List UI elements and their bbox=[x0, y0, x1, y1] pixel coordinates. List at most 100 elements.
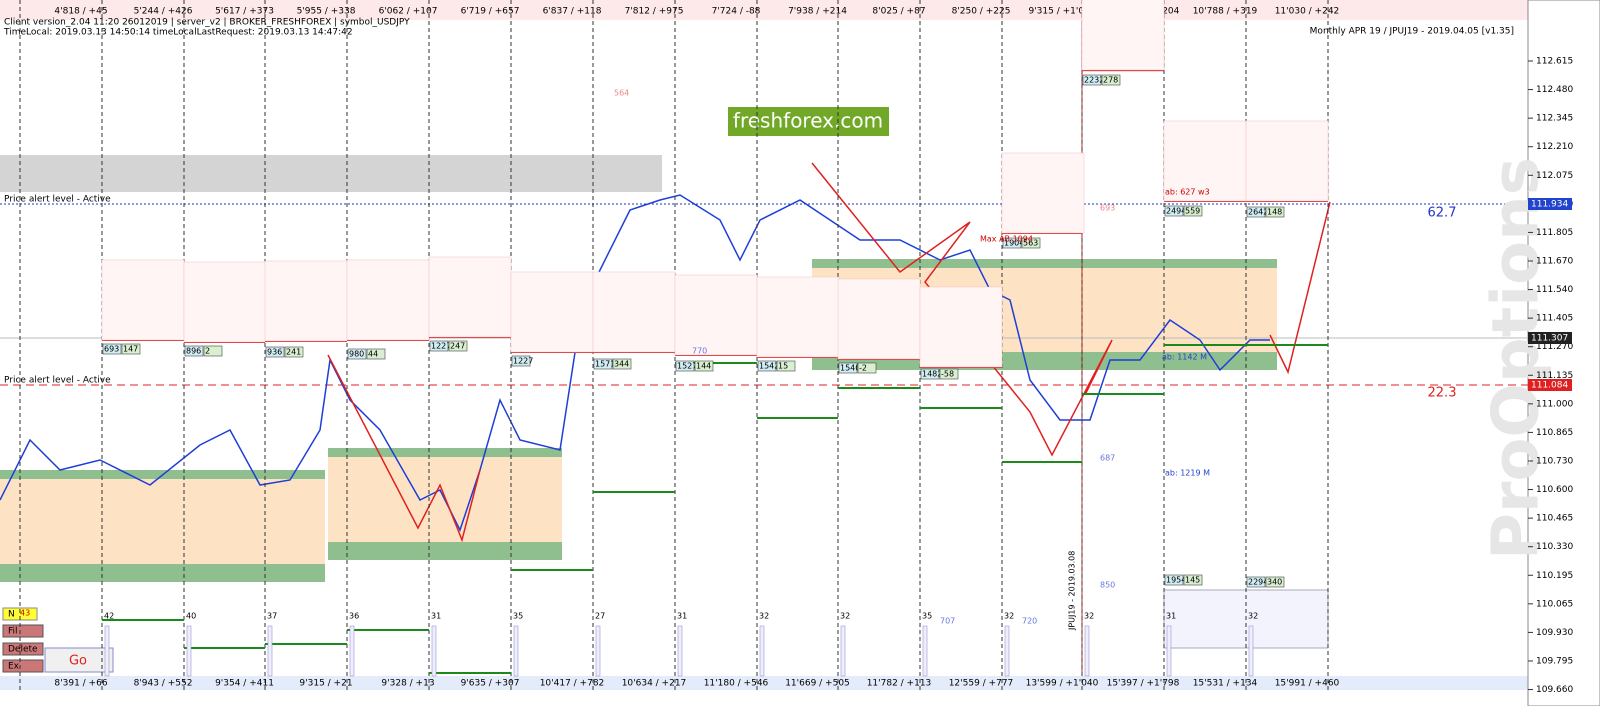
bottom-label: 15'991 / +460 bbox=[1275, 679, 1340, 689]
tag-box bbox=[121, 343, 141, 355]
volume-label: 32 bbox=[1248, 612, 1258, 621]
top-label: 7'938 / +214 bbox=[788, 7, 847, 17]
level-zone bbox=[428, 256, 512, 338]
tag-label: 340 bbox=[1267, 578, 1282, 587]
top-label: 5'955 / +338 bbox=[297, 7, 356, 17]
tag-label: 344 bbox=[614, 360, 629, 369]
tag-box bbox=[1164, 574, 1184, 586]
button[interactable] bbox=[2, 659, 44, 673]
volume-bar bbox=[1084, 625, 1090, 677]
axis-label: 110.330 bbox=[1536, 542, 1573, 552]
button-label[interactable]: Go bbox=[69, 654, 87, 669]
tag-box bbox=[1246, 576, 1266, 588]
volume-bar bbox=[431, 625, 437, 677]
level-zone bbox=[1081, 0, 1165, 71]
bottom-label: 9'354 / +411 bbox=[215, 679, 274, 689]
annotation: 850 bbox=[1100, 581, 1115, 590]
price-tag bbox=[1528, 379, 1572, 391]
level-zone bbox=[837, 278, 921, 360]
axis-label: 110.730 bbox=[1536, 456, 1573, 466]
tag-box bbox=[757, 360, 777, 372]
axis-label: 109.930 bbox=[1536, 628, 1573, 638]
axis-label: 110.465 bbox=[1536, 514, 1573, 524]
tag-box bbox=[939, 368, 959, 380]
tag-box bbox=[1002, 237, 1022, 249]
bottom-label: 15'531 / +134 bbox=[1193, 679, 1258, 689]
tag-box bbox=[284, 346, 304, 358]
level-zone bbox=[183, 261, 267, 343]
bottom-label: 8'943 / +552 bbox=[134, 679, 193, 689]
button[interactable] bbox=[2, 624, 44, 638]
button[interactable] bbox=[2, 642, 44, 656]
axis-label: 110.195 bbox=[1536, 571, 1573, 581]
axis-label: 112.210 bbox=[1536, 142, 1573, 152]
level-zone bbox=[1245, 120, 1329, 202]
top-label: 7'724 / -88 bbox=[712, 7, 761, 17]
axis-label: 112.075 bbox=[1536, 171, 1573, 181]
volume-bar bbox=[1166, 625, 1172, 677]
tag-box bbox=[1082, 74, 1102, 86]
top-label: 9'315 / +1'065 bbox=[1028, 7, 1095, 17]
tag-box bbox=[448, 340, 468, 352]
volume-label: 31 bbox=[431, 612, 441, 621]
range-top bbox=[812, 259, 1277, 268]
tag-label: 1527 bbox=[677, 362, 697, 371]
axis-label: 111.000 bbox=[1536, 399, 1573, 409]
tag-box bbox=[1183, 574, 1203, 586]
annotation: ab: 1142 M bbox=[1162, 353, 1207, 362]
button-label[interactable]: Ex bbox=[8, 662, 20, 672]
tag-box bbox=[1246, 206, 1266, 218]
tag-box bbox=[1021, 237, 1041, 249]
tag-label: 147 bbox=[123, 345, 138, 354]
volume-label: 35 bbox=[513, 612, 523, 621]
tag-label: 693 bbox=[104, 345, 119, 354]
range-zone bbox=[0, 478, 325, 566]
tag-label: 44 bbox=[368, 350, 378, 359]
button-label[interactable]: Fil bbox=[8, 627, 18, 637]
axis-label: 111.540 bbox=[1536, 285, 1573, 295]
volume-bar bbox=[186, 625, 192, 677]
price-tag bbox=[1528, 332, 1572, 344]
price-tag-label: 111.934 bbox=[1531, 200, 1568, 210]
bottom-label: 11'782 / +113 bbox=[867, 679, 932, 689]
price-tag-label: 111.084 bbox=[1531, 381, 1568, 391]
tag-label: 896 bbox=[186, 347, 201, 356]
volume-bar bbox=[922, 625, 928, 677]
top-label: 8'250 / +225 bbox=[952, 7, 1011, 17]
button-label[interactable]: Delete bbox=[8, 645, 38, 655]
annotation: ab: 1219 M bbox=[1165, 469, 1210, 478]
tag-label: 563 bbox=[1023, 239, 1038, 248]
annotation: 687 bbox=[1100, 454, 1115, 463]
bottom-label: 10'417 / +782 bbox=[540, 679, 605, 689]
info-line: Client version_2.04 11:20 26012019 | ser… bbox=[4, 18, 410, 28]
tag-label: 980 bbox=[349, 350, 364, 359]
volume-label: 32 bbox=[759, 612, 769, 621]
range-bottom bbox=[328, 542, 562, 560]
bottom-label: 13'599 / +1'040 bbox=[1026, 679, 1099, 689]
tag-box bbox=[675, 360, 695, 372]
tag-label: 1904 bbox=[1004, 239, 1024, 248]
top-label: 11'030 / +242 bbox=[1275, 7, 1340, 17]
price-path bbox=[0, 194, 1270, 532]
bottom-label: 9'328 / +13 bbox=[381, 679, 434, 689]
axis-label: 112.345 bbox=[1536, 114, 1573, 124]
tag-label: 1482 bbox=[922, 370, 942, 379]
volume-bar bbox=[595, 625, 601, 677]
tag-label: 1571 bbox=[595, 360, 615, 369]
zigzag bbox=[327, 354, 481, 543]
button-label[interactable]: N bbox=[8, 610, 15, 620]
tag-label: 148 bbox=[1267, 208, 1282, 217]
level-zone bbox=[756, 276, 840, 358]
side-watermark: ProOptions bbox=[1480, 157, 1554, 560]
level-zone bbox=[1001, 152, 1085, 234]
top-label: 8'025 / +87 bbox=[872, 7, 925, 17]
annotation: Max AB 1094 bbox=[980, 235, 1033, 244]
axis-label: 110.065 bbox=[1536, 599, 1573, 609]
volume-label: 32 bbox=[1084, 612, 1094, 621]
volume-bar bbox=[513, 625, 519, 677]
top-label: 4'818 / +45 bbox=[54, 7, 107, 17]
top-label: 5'617 / +373 bbox=[215, 7, 274, 17]
axis-label: 110.600 bbox=[1536, 485, 1573, 495]
bottom-label: 8'391 / +66 bbox=[54, 679, 107, 689]
